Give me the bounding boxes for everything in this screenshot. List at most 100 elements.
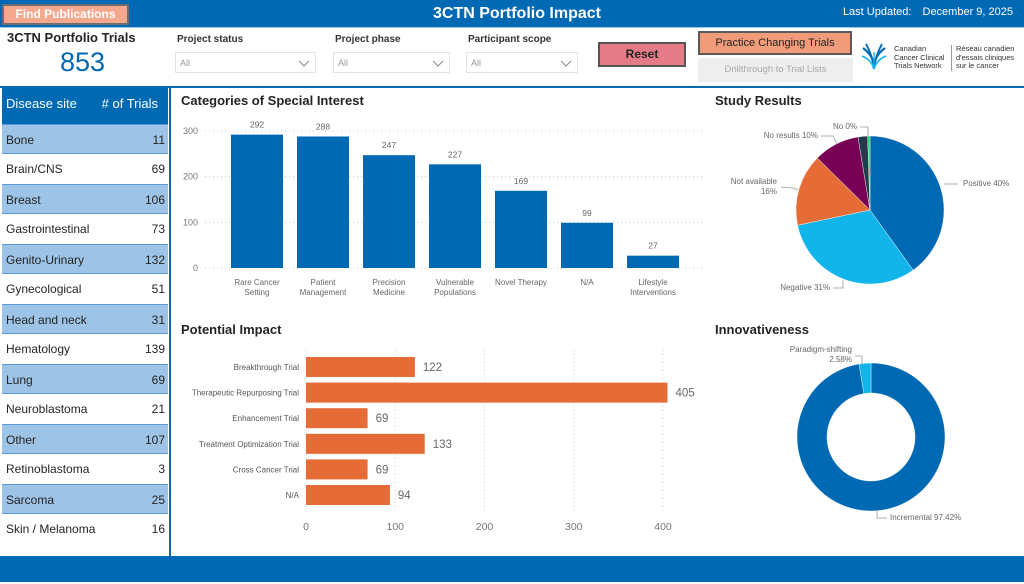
practice-changing-trials-button[interactable]: Practice Changing Trials [698, 31, 852, 55]
data-label: 69 [376, 413, 389, 425]
y-tick-label: Breakthrough Trial [234, 363, 300, 372]
trial-count-cell: 106 [144, 193, 165, 207]
table-row[interactable]: Skin / Melanoma 16 [2, 514, 168, 544]
project-phase-value: All [338, 58, 349, 68]
bar[interactable] [561, 222, 613, 268]
project-status-label: Project status [177, 34, 244, 45]
table-row[interactable]: Gynecological 51 [2, 274, 168, 304]
last-updated-value: December 9, 2025 [922, 6, 1014, 18]
logo-text-line: Trials Network [894, 61, 942, 71]
pie-slice[interactable] [797, 209, 914, 285]
table-row[interactable]: Head and neck 31 [2, 304, 168, 334]
table-body: Bone 11 Brain/CNS 69 Breast 106 Gastrointestin… [2, 124, 168, 544]
data-label: 94 [398, 490, 411, 502]
bar[interactable] [306, 459, 368, 480]
trial-count-cell: 73 [151, 222, 165, 236]
table-row[interactable]: Sarcoma 25 [2, 484, 168, 514]
table-row[interactable]: Neuroblastoma 21 [2, 394, 168, 424]
pie-slice[interactable] [796, 362, 946, 512]
table-row[interactable]: Bone 11 [2, 124, 168, 154]
cctn-logo-icon [861, 43, 887, 70]
bar[interactable] [306, 433, 425, 454]
bar[interactable] [306, 382, 668, 403]
y-tick-label: 300 [183, 126, 198, 136]
project-status-dropdown[interactable]: All [175, 52, 316, 73]
table-row[interactable]: Genito-Urinary 132 [2, 244, 168, 274]
data-label: 227 [448, 149, 462, 159]
disease-site-cell: Gastrointestinal [6, 222, 90, 236]
data-label: 247 [382, 140, 396, 150]
disease-site-cell: Retinoblastoma [6, 462, 90, 476]
logo-text-line: d'essais cliniques [956, 52, 1015, 62]
y-tick-label: Treatment Optimization Trial [199, 440, 299, 449]
data-label: 27 [648, 241, 658, 251]
y-tick-label: Therapeutic Repurposing Trial [192, 389, 299, 398]
participant-scope-dropdown[interactable]: All [466, 52, 578, 73]
pie-slice[interactable] [858, 362, 872, 394]
disease-site-cell: Gynecological [6, 282, 82, 296]
reset-button[interactable]: Reset [598, 42, 686, 67]
bar[interactable] [495, 190, 547, 268]
trial-count-cell: 69 [151, 162, 165, 176]
column-header-disease-site[interactable]: Disease site [6, 96, 77, 111]
trial-count-cell: 16 [151, 522, 165, 536]
leader-line [780, 186, 799, 191]
table-row[interactable]: Lung 69 [2, 364, 168, 394]
pie-slice[interactable] [869, 135, 945, 271]
table-row[interactable]: Breast 106 [2, 184, 168, 214]
leader-line [876, 510, 887, 519]
trial-count-cell: 139 [144, 342, 165, 356]
find-publications-button[interactable]: Find Publications [2, 4, 129, 25]
data-label: No 0% [833, 122, 857, 131]
bar[interactable] [231, 134, 283, 268]
logo-text-line: Canadian [894, 44, 927, 53]
section-divider [0, 86, 1024, 88]
chevron-down-icon [560, 60, 572, 67]
bar[interactable] [306, 408, 368, 429]
data-label: 405 [675, 388, 694, 400]
y-tick-label: 0 [193, 263, 198, 273]
drillthrough-button[interactable]: Drillthrough to Trial Lists [698, 58, 853, 82]
column-header-trials[interactable]: # of Trials [101, 96, 158, 111]
disease-site-cell: Neuroblastoma [6, 402, 88, 416]
last-updated: Last Updated: December 9, 2025 [843, 6, 1013, 18]
table-row[interactable]: Other 107 [2, 424, 168, 454]
x-tick-label: Novel Therapy [495, 278, 547, 287]
table-row[interactable]: Brain/CNS 69 [2, 154, 168, 184]
data-label: 69 [376, 464, 389, 476]
data-label: Incremental 97.42% [890, 513, 961, 522]
data-label: No results 10% [764, 131, 818, 140]
table-row[interactable]: Retinoblastoma 3 [2, 454, 168, 484]
disease-site-cell: Other [6, 433, 37, 447]
bar[interactable] [306, 357, 415, 377]
table-row[interactable]: Hematology 139 [2, 334, 168, 364]
disease-site-cell: Bone [6, 133, 35, 147]
bar[interactable] [429, 164, 481, 268]
trial-count-cell: 21 [151, 402, 165, 416]
trial-count-cell: 51 [151, 282, 165, 296]
logo-text-line: Réseau canadien [956, 44, 1015, 53]
data-label: Negative 31% [780, 283, 830, 292]
logo-text-french: Réseau canadien d'essais cliniques sur l… [956, 44, 1015, 71]
x-tick-label: Patient Management [300, 278, 347, 297]
impact-bar-chart: 0 100 200 300 400 Breakthrough Trial 122 Therap… [192, 350, 695, 533]
data-label: 122 [423, 362, 442, 374]
disease-site-cell: Hematology [6, 342, 71, 356]
last-updated-label: Last Updated: [842, 6, 912, 18]
trial-count-cell: 31 [151, 313, 165, 327]
page-title: 3CTN Portfolio Impact [432, 5, 601, 22]
bar[interactable] [627, 255, 679, 268]
leader-line [855, 355, 863, 364]
trial-count-cell: 132 [144, 253, 165, 267]
table-row[interactable]: Gastrointestinal 73 [2, 214, 168, 244]
x-tick-label: Rare Cancer Setting [234, 278, 280, 297]
bar[interactable] [306, 485, 390, 505]
pie-slice[interactable] [867, 135, 871, 211]
bar[interactable] [297, 136, 349, 268]
y-tick-label: N/A [286, 491, 300, 500]
pie-slice[interactable] [795, 157, 871, 226]
bar[interactable] [363, 155, 415, 268]
project-phase-dropdown[interactable]: All [333, 52, 450, 73]
innovativeness-title: Innovativeness [715, 322, 809, 337]
leader-line [821, 135, 838, 145]
